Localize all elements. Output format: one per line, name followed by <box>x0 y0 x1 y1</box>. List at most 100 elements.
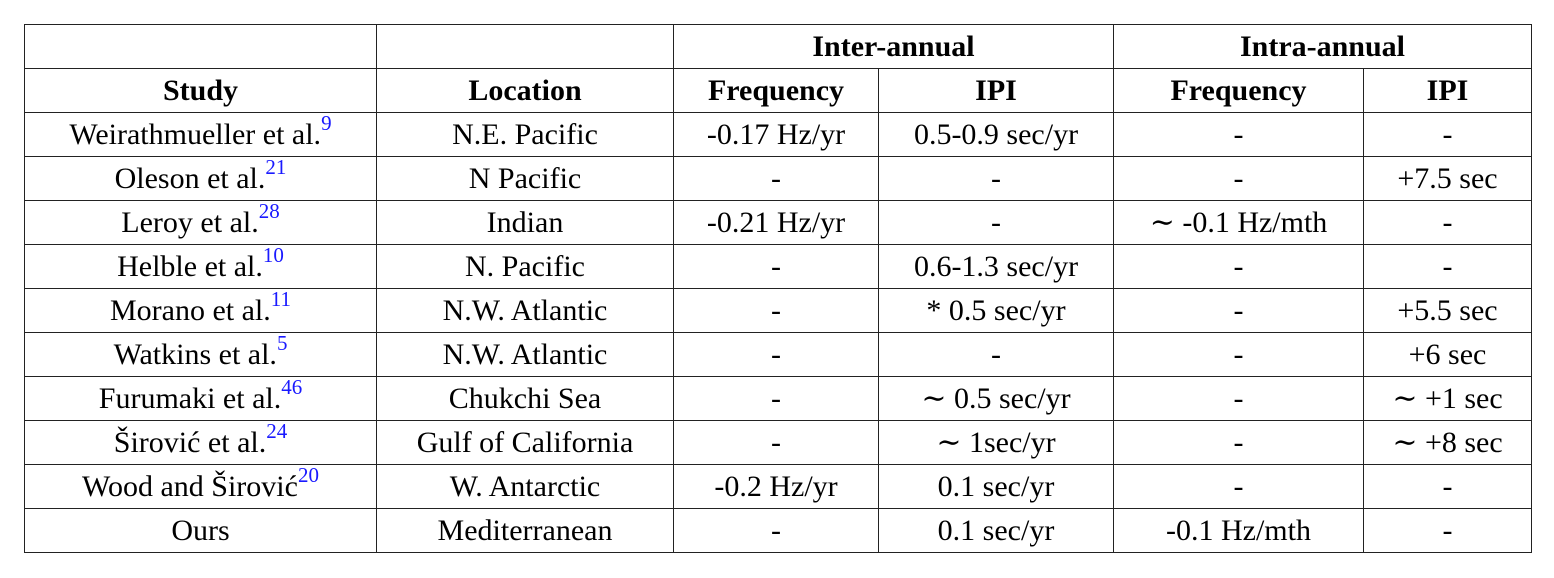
citation-link[interactable]: 5 <box>276 330 288 355</box>
cell-study: Helble et al.10 <box>24 242 377 289</box>
cell-inter-frequency: - <box>673 244 879 289</box>
citation-link[interactable]: 10 <box>262 242 284 267</box>
cell-inter-frequency: - <box>673 288 879 333</box>
cell-study: Wood and Širović20 <box>24 462 377 509</box>
cell-intra-ipi: - <box>1363 508 1532 553</box>
cell-inter-frequency: - <box>673 376 879 421</box>
group-header-inter-annual: Inter-annual <box>673 24 1114 69</box>
table-row: Širović et al.24 Gulf of California - ∼ 1se… <box>24 418 1532 465</box>
cell-inter-frequency: - <box>673 332 879 377</box>
group-header-empty <box>376 24 674 69</box>
col-header-intra-ipi: IPI <box>1363 68 1532 113</box>
cell-location: N.W. Atlantic <box>376 332 674 377</box>
citation-link[interactable]: 9 <box>321 110 332 135</box>
cell-location: Chukchi Sea <box>376 376 674 421</box>
cell-intra-frequency: - <box>1113 420 1364 465</box>
citation-link[interactable]: 11 <box>270 286 291 311</box>
cell-intra-frequency: - <box>1113 332 1364 377</box>
cell-intra-frequency: - <box>1113 464 1364 509</box>
cell-inter-ipi: - <box>878 200 1114 245</box>
study-name: Furumaki et al. <box>98 381 282 415</box>
cell-intra-ipi: +6 sec <box>1363 332 1532 377</box>
cell-study: Watkins et al.5 <box>24 330 377 377</box>
cell-inter-ipi: ∼ 0.5 sec/yr <box>878 376 1114 421</box>
cell-intra-ipi: - <box>1363 200 1532 245</box>
citation-link[interactable]: 24 <box>266 418 288 443</box>
cell-intra-ipi: +5.5 sec <box>1363 288 1532 333</box>
cell-intra-ipi: - <box>1363 464 1532 509</box>
table-row: Weirathmueller et al.9 N.E. Pacific -0.17 … <box>24 110 1532 157</box>
col-header-inter-ipi: IPI <box>878 68 1114 113</box>
group-header-intra-annual: Intra-annual <box>1113 24 1532 69</box>
study-name: Ours <box>171 513 230 547</box>
cell-intra-frequency: - <box>1113 288 1364 333</box>
table-row: Watkins et al.5 N.W. Atlantic - - - +6 sec <box>24 330 1532 377</box>
cell-inter-frequency: -0.17 Hz/yr <box>673 112 879 157</box>
cell-inter-ipi: 0.5-0.9 sec/yr <box>878 112 1114 157</box>
cell-location: Gulf of California <box>376 420 674 465</box>
study-name: Wood and Širović <box>82 469 298 503</box>
table-row: Furumaki et al.46 Chukchi Sea - ∼ 0.5 sec/y… <box>24 374 1532 421</box>
col-header-intra-frequency: Frequency <box>1113 68 1364 113</box>
col-header-inter-frequency: Frequency <box>673 68 879 113</box>
table-row: Ours Mediterranean -0.1 sec/yr -0.1 Hz/mth - <box>24 508 1532 553</box>
study-name: Helble et al. <box>117 249 263 283</box>
group-header-row: Inter-annual Intra-annual <box>24 24 1532 69</box>
cell-inter-frequency: - <box>673 156 879 201</box>
cell-intra-ipi: +7.5 sec <box>1363 156 1532 201</box>
study-name: Oleson et al. <box>114 161 266 195</box>
study-name: Weirathmueller et al. <box>69 117 322 151</box>
cell-inter-ipi: - <box>878 332 1114 377</box>
table-row: Wood and Širović20 W. Antarctic -0.2 Hz/yr… <box>24 462 1532 509</box>
cell-intra-frequency: - <box>1113 112 1364 157</box>
study-name: Leroy et al. <box>121 205 259 239</box>
citation-link[interactable]: 20 <box>297 462 319 487</box>
citation-link[interactable]: 46 <box>281 374 303 399</box>
cell-intra-frequency: - <box>1113 376 1364 421</box>
cell-location: N. Pacific <box>376 244 674 289</box>
cell-inter-ipi: 0.6-1.3 sec/yr <box>878 244 1114 289</box>
table-body: Weirathmueller et al.9 N.E. Pacific -0.17 … <box>24 110 1532 553</box>
cell-inter-ipi: ∼ 1sec/yr <box>878 420 1114 465</box>
cell-intra-ipi: ∼ +8 sec <box>1363 420 1532 465</box>
cell-inter-frequency: -0.21 Hz/yr <box>673 200 879 245</box>
cell-study: Weirathmueller et al.9 <box>24 110 377 157</box>
table-row: Oleson et al.21 N Pacific - - - +7.5 sec <box>24 154 1532 201</box>
study-name: Širović et al. <box>113 425 267 459</box>
group-header-empty <box>24 24 377 69</box>
col-header-study: Study <box>24 68 377 113</box>
cell-intra-ipi: ∼ +1 sec <box>1363 376 1532 421</box>
cell-intra-ipi: - <box>1363 112 1532 157</box>
cell-study: Furumaki et al.46 <box>24 374 377 421</box>
cell-location: N.E. Pacific <box>376 112 674 157</box>
cell-intra-frequency: ∼ -0.1 Hz/mth <box>1113 200 1364 245</box>
cell-inter-frequency: - <box>673 508 879 553</box>
cell-study: Leroy et al.28 <box>24 198 377 245</box>
cell-inter-ipi: - <box>878 156 1114 201</box>
cell-intra-frequency: - <box>1113 244 1364 289</box>
cell-study: Morano et al.11 <box>24 286 377 333</box>
cell-intra-ipi: - <box>1363 244 1532 289</box>
cell-intra-frequency: - <box>1113 156 1364 201</box>
citation-link[interactable]: 21 <box>265 154 287 179</box>
cell-study: Oleson et al.21 <box>24 154 377 201</box>
cell-study: Ours <box>24 508 377 553</box>
column-header-row: Study Location Frequency IPI Frequency I… <box>24 68 1532 113</box>
cell-location: Indian <box>376 200 674 245</box>
cell-location: W. Antarctic <box>376 464 674 509</box>
citation-link[interactable]: 28 <box>258 198 280 223</box>
col-header-location: Location <box>376 68 674 113</box>
table-row: Morano et al.11 N.W. Atlantic - * 0.5 sec/y… <box>24 286 1532 333</box>
cell-inter-ipi: 0.1 sec/yr <box>878 464 1114 509</box>
cell-location: N.W. Atlantic <box>376 288 674 333</box>
cell-location: N Pacific <box>376 156 674 201</box>
table-row: Leroy et al.28 Indian -0.21 Hz/yr - ∼ -0.1 H… <box>24 198 1532 245</box>
cell-intra-frequency: -0.1 Hz/mth <box>1113 508 1364 553</box>
comparison-table: Inter-annual Intra-annual Study Location… <box>24 24 1532 553</box>
study-name: Morano et al. <box>109 293 271 327</box>
cell-inter-ipi: * 0.5 sec/yr <box>878 288 1114 333</box>
cell-inter-ipi: 0.1 sec/yr <box>878 508 1114 553</box>
cell-inter-frequency: - <box>673 420 879 465</box>
study-name: Watkins et al. <box>113 337 277 371</box>
table-row: Helble et al.10 N. Pacific -0.6-1.3 sec/yr… <box>24 242 1532 289</box>
